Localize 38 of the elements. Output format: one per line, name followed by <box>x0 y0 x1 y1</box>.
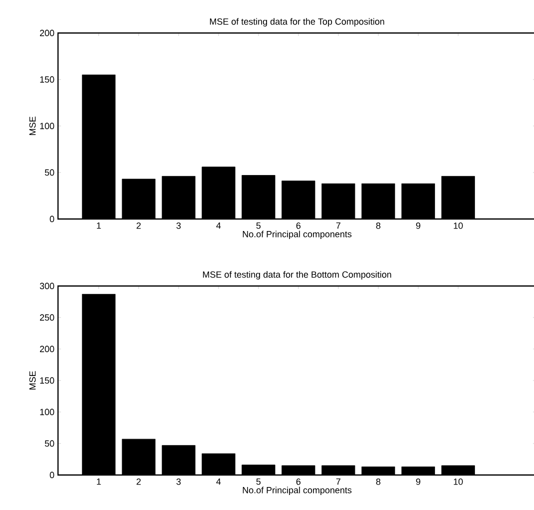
x-tick-label: 3 <box>176 478 181 485</box>
y-tick-label: 0 <box>50 216 54 222</box>
x-tick-label: 6 <box>296 478 301 485</box>
y-tick-label: 0 <box>50 472 54 478</box>
chart-title: MSE of testing data for the Top Composition <box>210 18 384 26</box>
y-tick-label: 200 <box>40 30 54 36</box>
x-axis-title: No.of Principal components <box>242 486 352 496</box>
y-tick-label: 150 <box>40 76 54 83</box>
x-tick-label: 8 <box>376 478 380 485</box>
x-tick-label: 1 <box>96 222 101 229</box>
x-tick-label: 5 <box>256 222 261 229</box>
x-tick-label: 10 <box>454 222 463 229</box>
x-tick-label: 6 <box>296 222 301 229</box>
y-tick-label: 300 <box>40 282 54 290</box>
x-tick-label: 8 <box>376 222 380 229</box>
x-tick-label: 1 <box>96 478 101 485</box>
y-axis-title: MSE <box>29 371 36 390</box>
y-tick-label: 100 <box>40 122 54 130</box>
chart-title: MSE of testing data for the Bottom Composition <box>203 271 392 280</box>
x-tick-label: 7 <box>336 222 340 229</box>
y-tick-label: 200 <box>40 346 54 352</box>
x-tick-label: 4 <box>216 478 221 485</box>
x-tick-label: 3 <box>176 222 181 229</box>
x-tick-label: 4 <box>216 222 221 229</box>
x-tick-label: 9 <box>416 222 420 229</box>
y-tick-label: 150 <box>40 377 54 384</box>
x-tick-label: 9 <box>416 478 420 485</box>
x-tick-label: 7 <box>336 478 340 485</box>
y-tick-label: 50 <box>44 169 54 176</box>
x-tick-label: 5 <box>256 478 261 485</box>
y-tick-label: 250 <box>40 314 54 321</box>
y-tick-label: 100 <box>40 408 54 416</box>
x-tick-label: 2 <box>136 478 141 485</box>
x-tick-label: 2 <box>136 222 141 229</box>
y-tick-label: 50 <box>44 440 54 447</box>
y-axis-title: MSE <box>29 116 36 135</box>
x-axis-title: No.of Principal components <box>242 230 352 240</box>
x-tick-label: 10 <box>454 478 463 485</box>
